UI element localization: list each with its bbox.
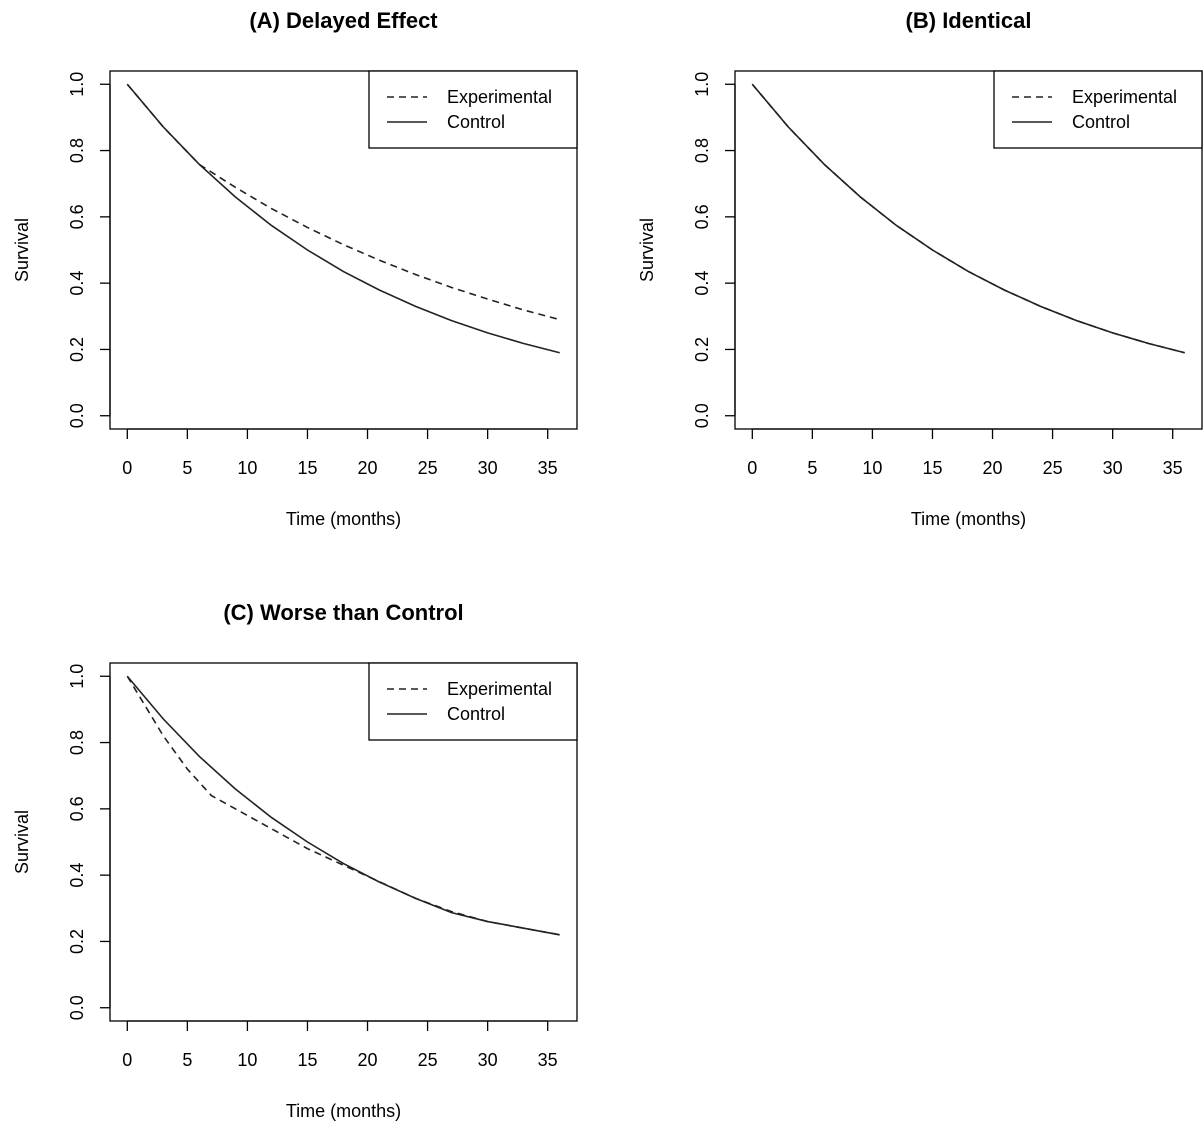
- legend-label: Control: [447, 112, 505, 132]
- x-tick-label: 30: [478, 1050, 498, 1070]
- x-tick-label: 5: [807, 458, 817, 478]
- y-tick-label: 0.0: [67, 995, 87, 1020]
- chart-panel-2: (C) Worse than Control 0 5 10 15 20 25 30 35 Time…: [12, 600, 578, 1121]
- x-tick-label: 30: [478, 458, 498, 478]
- chart-title: (A) Delayed Effect: [249, 8, 438, 33]
- y-tick-label: 0.4: [67, 863, 87, 888]
- x-tick-label: 10: [237, 1050, 257, 1070]
- y-tick-label: 0.6: [67, 796, 87, 821]
- y-tick-label: 1.0: [692, 72, 712, 97]
- y-tick-label: 0.2: [692, 337, 712, 362]
- legend-label: Control: [447, 704, 505, 724]
- x-axis-label: Time (months): [286, 509, 401, 529]
- x-tick-label: 35: [538, 1050, 558, 1070]
- x-tick-label: 25: [418, 1050, 438, 1070]
- y-tick-label: 0.6: [692, 204, 712, 229]
- legend-label: Experimental: [447, 87, 552, 107]
- x-tick-label: 20: [358, 458, 378, 478]
- legend-label: Experimental: [447, 679, 552, 699]
- y-tick-label: 0.0: [67, 403, 87, 428]
- x-tick-label: 10: [862, 458, 882, 478]
- series-line-experimental: [126, 675, 560, 936]
- x-tick-label: 20: [358, 1050, 378, 1070]
- chart-title: (C) Worse than Control: [223, 600, 463, 625]
- legend-box: [368, 70, 578, 149]
- legend: Experimental Control: [368, 70, 578, 149]
- x-tick-label: 10: [237, 458, 257, 478]
- x-tick-label: 0: [122, 1050, 132, 1070]
- series-line-control: [126, 83, 560, 354]
- x-tick-label: 15: [922, 458, 942, 478]
- legend-label: Experimental: [1072, 87, 1177, 107]
- x-tick-label: 0: [122, 458, 132, 478]
- y-tick-label: 0.4: [67, 271, 87, 296]
- y-tick-label: 0.8: [67, 730, 87, 755]
- x-tick-label: 35: [1163, 458, 1183, 478]
- y-tick-label: 0.6: [67, 204, 87, 229]
- legend-box: [368, 662, 578, 741]
- x-axis-label: Time (months): [286, 1101, 401, 1121]
- x-tick-label: 5: [182, 1050, 192, 1070]
- chart-panel-1: (B) Identical 0 5 10 15 20 25 30 35 Time (months)…: [637, 8, 1203, 529]
- x-tick-label: 15: [297, 1050, 317, 1070]
- y-tick-label: 0.8: [692, 138, 712, 163]
- y-tick-label: 0.4: [692, 271, 712, 296]
- legend-box: [993, 70, 1203, 149]
- y-tick-label: 1.0: [67, 664, 87, 689]
- y-axis-label: Survival: [12, 810, 32, 874]
- chart-title: (B) Identical: [906, 8, 1032, 33]
- y-axis-label: Survival: [12, 218, 32, 282]
- x-tick-label: 30: [1103, 458, 1123, 478]
- y-tick-label: 1.0: [67, 72, 87, 97]
- y-tick-label: 0.2: [67, 337, 87, 362]
- legend: Experimental Control: [993, 70, 1203, 149]
- legend: Experimental Control: [368, 662, 578, 741]
- y-tick-label: 0.2: [67, 929, 87, 954]
- x-tick-label: 35: [538, 458, 558, 478]
- y-axis-label: Survival: [637, 218, 657, 282]
- x-tick-label: 5: [182, 458, 192, 478]
- series-line-experimental: [751, 83, 1185, 354]
- y-tick-label: 0.8: [67, 138, 87, 163]
- chart-panel-0: (A) Delayed Effect 0 5 10 15 20 25 30 35 Time (mo…: [12, 8, 578, 529]
- y-tick-label: 0.0: [692, 403, 712, 428]
- x-tick-label: 25: [1043, 458, 1063, 478]
- legend-label: Control: [1072, 112, 1130, 132]
- x-axis-label: Time (months): [911, 509, 1026, 529]
- x-tick-label: 20: [983, 458, 1003, 478]
- x-tick-label: 25: [418, 458, 438, 478]
- x-tick-label: 15: [297, 458, 317, 478]
- x-tick-label: 0: [747, 458, 757, 478]
